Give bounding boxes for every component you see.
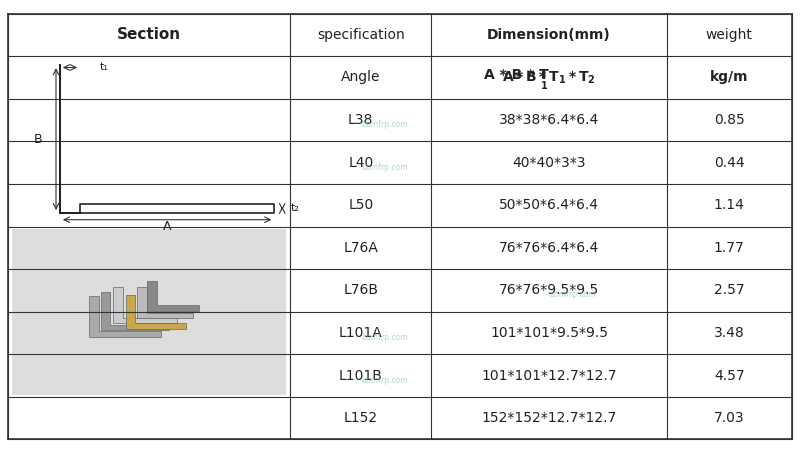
Text: L152: L152: [344, 411, 378, 425]
Text: L76A: L76A: [343, 241, 378, 255]
Text: L38: L38: [348, 113, 374, 127]
Text: bbmfrp.com: bbmfrp.com: [362, 376, 408, 385]
Text: 7.03: 7.03: [714, 411, 745, 425]
Text: bbmfrp.com: bbmfrp.com: [362, 120, 408, 129]
Text: specification: specification: [317, 28, 405, 42]
Text: Angle: Angle: [341, 71, 381, 84]
Text: 50*50*6.4*6.4: 50*50*6.4*6.4: [499, 198, 599, 212]
Text: A: A: [163, 220, 171, 233]
Text: L76B: L76B: [343, 284, 378, 297]
Text: t₂: t₂: [290, 203, 299, 213]
Text: A * B * T: A * B * T: [484, 68, 549, 82]
Text: bbmfrp.com: bbmfrp.com: [362, 333, 408, 342]
Text: 1.14: 1.14: [714, 198, 745, 212]
Text: B: B: [34, 133, 42, 145]
Polygon shape: [89, 296, 161, 337]
Text: L101B: L101B: [339, 369, 382, 382]
Text: bbmfrp.com: bbmfrp.com: [550, 290, 596, 299]
Text: Section: Section: [117, 27, 181, 43]
Text: 76*76*9.5*9.5: 76*76*9.5*9.5: [499, 284, 599, 297]
Polygon shape: [137, 287, 193, 318]
Text: 2.57: 2.57: [714, 284, 745, 297]
Polygon shape: [147, 281, 199, 311]
Text: 1: 1: [542, 81, 548, 91]
Text: 101*101*12.7*12.7: 101*101*12.7*12.7: [482, 369, 617, 382]
Text: 0.44: 0.44: [714, 156, 745, 169]
Text: 101*101*9.5*9.5: 101*101*9.5*9.5: [490, 326, 608, 340]
Text: $\mathbf{A * B * T_1 * T_2}$: $\mathbf{A * B * T_1 * T_2}$: [502, 69, 596, 86]
Polygon shape: [113, 287, 177, 323]
Text: 40*40*3*3: 40*40*3*3: [512, 156, 586, 169]
Bar: [12, 229, 286, 395]
Text: Dimension(mm): Dimension(mm): [487, 28, 611, 42]
Text: L50: L50: [348, 198, 374, 212]
Text: bbmfrp.com: bbmfrp.com: [362, 163, 408, 172]
Text: L101A: L101A: [339, 326, 382, 340]
Text: 0.85: 0.85: [714, 113, 745, 127]
Polygon shape: [126, 294, 186, 329]
Text: L40: L40: [348, 156, 374, 169]
Text: 152*152*12.7*12.7: 152*152*12.7*12.7: [482, 411, 617, 425]
Text: kg/m: kg/m: [710, 71, 749, 84]
Text: 1.77: 1.77: [714, 241, 745, 255]
Text: t₁: t₁: [100, 63, 109, 72]
Text: 76*76*6.4*6.4: 76*76*6.4*6.4: [499, 241, 599, 255]
Text: 38*38*6.4*6.4: 38*38*6.4*6.4: [499, 113, 599, 127]
Text: weight: weight: [706, 28, 753, 42]
Text: 3.48: 3.48: [714, 326, 745, 340]
Text: 4.57: 4.57: [714, 369, 745, 382]
Polygon shape: [101, 292, 169, 330]
